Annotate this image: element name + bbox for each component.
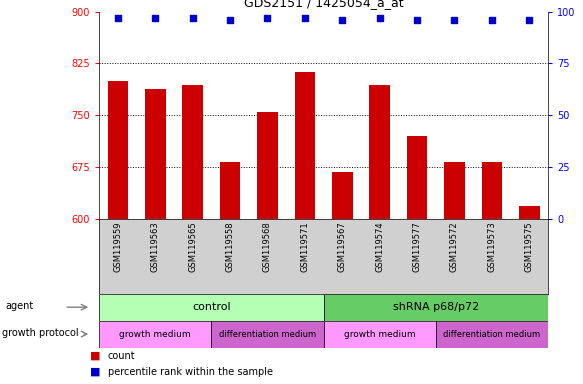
Text: percentile rank within the sample: percentile rank within the sample (108, 367, 273, 377)
Point (113, 15, 122, 21)
Point (412, 17, 422, 23)
Point (300, 15, 310, 21)
Point (375, 15, 384, 21)
Point (188, 15, 197, 21)
Point (525, 17, 534, 23)
Text: growth medium: growth medium (120, 329, 191, 339)
Text: shRNA p68/p72: shRNA p68/p72 (393, 302, 479, 312)
Text: GSM119565: GSM119565 (188, 221, 197, 272)
Text: GSM119563: GSM119563 (151, 221, 160, 272)
Text: GSM119558: GSM119558 (226, 221, 234, 272)
Text: GSM119559: GSM119559 (113, 221, 122, 271)
Text: ■: ■ (90, 351, 101, 361)
Text: control: control (192, 302, 231, 312)
Point (450, 17, 459, 23)
Point (487, 17, 497, 23)
Text: GSM119572: GSM119572 (450, 221, 459, 272)
Bar (294, 72, 315, 219)
Point (226, 17, 235, 23)
Text: differentiation medium: differentiation medium (443, 329, 540, 339)
Bar (107, 81, 128, 219)
Bar (182, 86, 203, 219)
Text: GSM119573: GSM119573 (487, 221, 496, 272)
Text: growth protocol: growth protocol (2, 328, 79, 338)
Text: differentiation medium: differentiation medium (219, 329, 316, 339)
Bar (324, 294, 548, 321)
Text: growth medium: growth medium (344, 329, 416, 339)
Bar (211, 321, 324, 348)
Bar (99, 321, 211, 348)
Bar (436, 321, 548, 348)
Point (338, 17, 347, 23)
Bar (99, 294, 324, 321)
Bar (519, 207, 540, 219)
Bar (444, 162, 465, 219)
Text: GSM119571: GSM119571 (300, 221, 310, 272)
Bar (332, 172, 353, 219)
Point (263, 15, 272, 21)
Title: GDS2151 / 1425054_a_at: GDS2151 / 1425054_a_at (244, 0, 403, 9)
Bar (220, 162, 240, 219)
Bar (482, 162, 502, 219)
Bar (407, 136, 427, 219)
Text: GSM119577: GSM119577 (413, 221, 422, 272)
Bar (145, 89, 166, 219)
Bar (324, 321, 436, 348)
Point (150, 15, 160, 21)
Bar (257, 112, 278, 219)
Text: GSM119575: GSM119575 (525, 221, 534, 272)
Text: ■: ■ (90, 367, 101, 377)
Text: GSM119567: GSM119567 (338, 221, 347, 272)
Text: GSM119568: GSM119568 (263, 221, 272, 272)
Text: count: count (108, 351, 135, 361)
Bar (370, 86, 390, 219)
Text: GSM119574: GSM119574 (375, 221, 384, 272)
Text: agent: agent (5, 301, 33, 311)
